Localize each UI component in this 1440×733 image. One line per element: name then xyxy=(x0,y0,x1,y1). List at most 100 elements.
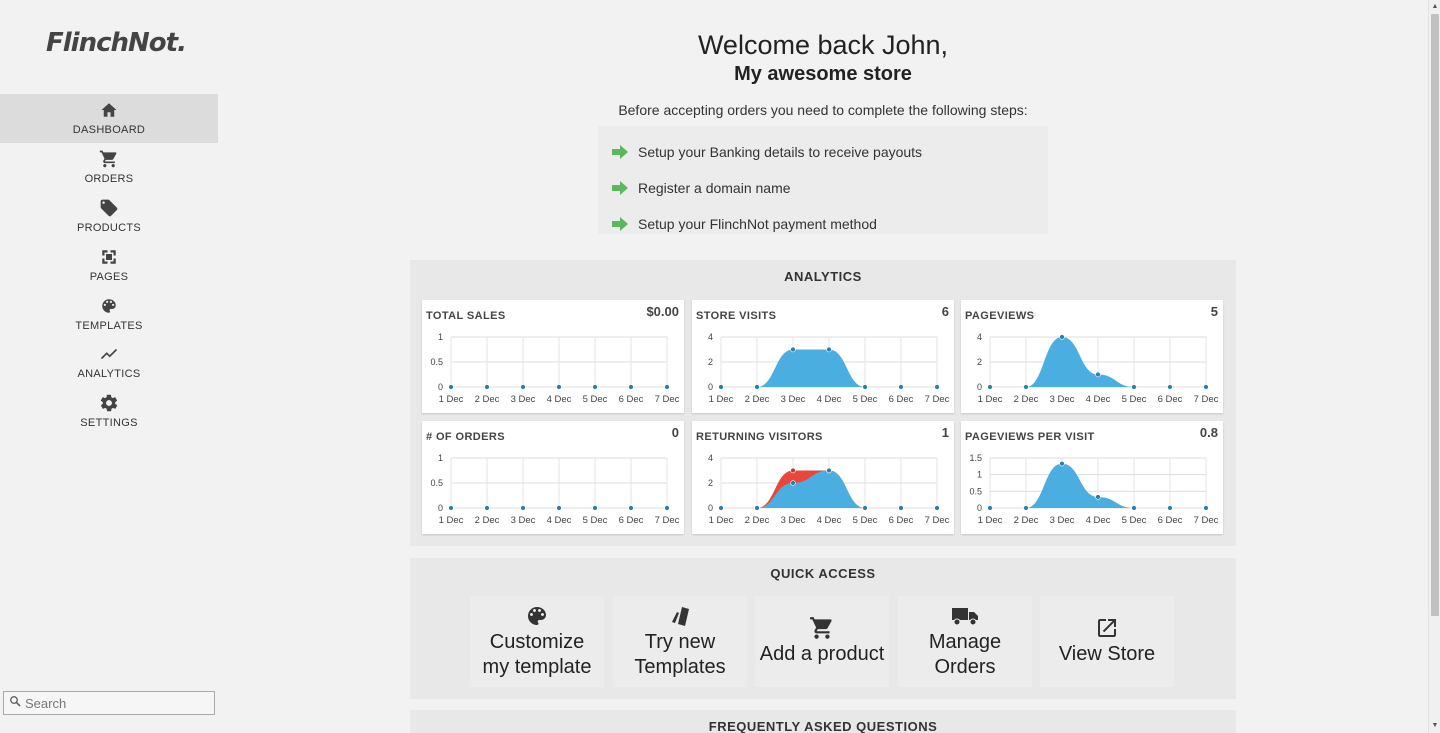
chart-point[interactable] xyxy=(592,505,598,511)
chart-point[interactable] xyxy=(718,384,724,390)
chart-point[interactable] xyxy=(754,384,760,390)
setup-step-domain[interactable]: Register a domain name xyxy=(598,170,1048,206)
chart-point[interactable] xyxy=(1095,494,1101,500)
chart-point[interactable] xyxy=(628,384,634,390)
view-store-button[interactable]: View Store xyxy=(1040,596,1174,687)
sidebar-item-analytics[interactable]: ANALYTICS xyxy=(0,338,218,387)
palette-icon xyxy=(525,604,549,628)
setup-step-payment[interactable]: Setup your FlinchNot payment method xyxy=(598,206,1048,242)
page-scrollbar[interactable]: ▲ ▼ xyxy=(1428,0,1440,733)
chart-title: STORE VISITS xyxy=(696,310,777,322)
y-tick-label: 0 xyxy=(977,382,982,392)
chart-plot: 1 0.5 0 1 Dec 2 Dec 3 Dec 4 Dec 5 Dec 6 Dec 7 Dec xyxy=(430,453,679,526)
x-tick-label: 1 Dec xyxy=(709,394,734,405)
chart-point[interactable] xyxy=(484,384,490,390)
chart-point[interactable] xyxy=(790,467,796,474)
y-tick-label: 0 xyxy=(708,503,713,513)
chart-card[interactable]: TOTAL SALES $0.00 1 0.5 0 1 Dec 2 Dec 3 Dec 4 De… xyxy=(422,300,684,413)
setup-step-banking[interactable]: Setup your Banking details to receive pa… xyxy=(598,134,1048,170)
chart-plot: 1 0.5 0 1 Dec 2 Dec 3 Dec 4 Dec 5 Dec 6 Dec 7 Dec xyxy=(430,332,679,405)
chart-card[interactable]: PAGEVIEWS PER VISIT 0.8 1.5 1 0.5 0 1 Dec 2 Dec… xyxy=(961,421,1223,534)
chart-point[interactable] xyxy=(1059,334,1065,340)
chart-point[interactable] xyxy=(520,384,526,390)
chart-card[interactable]: STORE VISITS 6 4 2 0 1 Dec 2 Dec 3 Dec 4 Dec 5 De… xyxy=(692,300,954,413)
x-tick-label: 6 Dec xyxy=(619,515,644,526)
chart-point[interactable] xyxy=(556,384,562,390)
chart-point[interactable] xyxy=(790,346,796,353)
sidebar-item-pages[interactable]: PAGES xyxy=(0,240,218,289)
sidebar-item-templates[interactable]: TEMPLATES xyxy=(0,289,218,338)
chart-point[interactable] xyxy=(1203,505,1209,511)
setup-steps: Setup your Banking details to receive pa… xyxy=(598,126,1048,234)
sidebar-item-products[interactable]: PRODUCTS xyxy=(0,192,218,241)
chart-point[interactable] xyxy=(1131,505,1137,511)
manage-orders-button[interactable]: Manage Orders xyxy=(898,596,1032,687)
arrow-right-icon xyxy=(612,145,630,159)
welcome-heading: Welcome back John, xyxy=(697,30,949,60)
chart-card[interactable]: RETURNING VISITORS 1 4 2 0 1 Dec 2 Dec 3 Dec 4 D… xyxy=(692,421,954,534)
add-product-button[interactable]: Add a product xyxy=(755,596,889,687)
chart-point[interactable] xyxy=(1059,460,1065,467)
x-tick-label: 3 Dec xyxy=(1050,515,1075,526)
sidebar: FlinchNot. DASHBOARD ORDERS PRODUCTS PAG… xyxy=(0,0,218,733)
chart-point[interactable] xyxy=(448,384,454,390)
chart-point[interactable] xyxy=(862,384,868,390)
sidebar-nav: DASHBOARD ORDERS PRODUCTS PAGES TEMPLATE… xyxy=(0,94,218,436)
chart-area-series xyxy=(990,463,1206,508)
chart-point[interactable] xyxy=(826,346,832,353)
sidebar-item-orders[interactable]: ORDERS xyxy=(0,143,218,192)
search-input[interactable] xyxy=(25,695,205,711)
sidebar-item-dashboard[interactable]: DASHBOARD xyxy=(0,94,218,143)
chart-point[interactable] xyxy=(987,505,993,511)
x-tick-label: 4 Dec xyxy=(547,394,572,405)
quick-access-label: View Store xyxy=(1058,643,1156,665)
chart-card[interactable]: PAGEVIEWS 5 4 2 0 1 Dec 2 Dec 3 Dec 4 Dec 5 Dec 6 … xyxy=(961,300,1223,413)
step-label: Setup your Banking details to receive pa… xyxy=(638,144,923,160)
chart-point[interactable] xyxy=(1131,384,1137,390)
chart-point[interactable] xyxy=(664,505,670,511)
sidebar-item-label: SETTINGS xyxy=(80,417,138,430)
y-tick-label: 4 xyxy=(708,453,713,463)
scroll-up-icon[interactable]: ▲ xyxy=(1431,3,1439,10)
x-tick-label: 3 Dec xyxy=(511,394,536,405)
faq-panel: FREQUENTLY ASKED QUESTIONS xyxy=(410,710,1236,733)
chart-point[interactable] xyxy=(1023,384,1029,390)
trend-icon xyxy=(99,344,119,364)
try-templates-button[interactable]: Try new Templates xyxy=(613,596,747,687)
search-box[interactable] xyxy=(3,691,215,715)
chart-point[interactable] xyxy=(790,480,796,486)
chart-point[interactable] xyxy=(628,505,634,511)
x-tick-label: 2 Dec xyxy=(745,394,770,405)
chart-point[interactable] xyxy=(718,505,724,511)
chart-point[interactable] xyxy=(898,505,904,511)
external-link-icon xyxy=(1095,616,1119,640)
chart-point[interactable] xyxy=(1023,505,1029,511)
x-tick-label: 6 Dec xyxy=(619,394,644,405)
chart-point[interactable] xyxy=(664,384,670,390)
chart-point[interactable] xyxy=(987,384,993,390)
y-tick-label: 4 xyxy=(977,332,982,342)
scroll-down-icon[interactable]: ▼ xyxy=(1431,722,1439,729)
chart-point[interactable] xyxy=(520,505,526,511)
chart-point[interactable] xyxy=(754,505,760,511)
chart-point[interactable] xyxy=(826,467,832,474)
chart-point[interactable] xyxy=(934,505,940,511)
chart-point[interactable] xyxy=(934,384,940,390)
scroll-thumb[interactable] xyxy=(1431,14,1439,616)
chart-point[interactable] xyxy=(862,505,868,511)
brand-logo[interactable]: FlinchNot. xyxy=(46,28,187,58)
chart-total-value: $0.00 xyxy=(646,304,679,319)
chart-point[interactable] xyxy=(1167,384,1173,390)
chart-point[interactable] xyxy=(448,505,454,511)
chart-point[interactable] xyxy=(1167,505,1173,511)
chart-point[interactable] xyxy=(592,384,598,390)
chart-point[interactable] xyxy=(556,505,562,511)
sidebar-item-settings[interactable]: SETTINGS xyxy=(0,387,218,436)
chart-card[interactable]: # OF ORDERS 0 1 0.5 0 1 Dec 2 Dec 3 Dec 4 Dec 5 D… xyxy=(422,421,684,534)
customize-template-button[interactable]: Customize my template xyxy=(470,596,604,687)
chart-point[interactable] xyxy=(1203,384,1209,390)
chart-point[interactable] xyxy=(1095,371,1101,378)
chart-point[interactable] xyxy=(898,384,904,390)
chart-point[interactable] xyxy=(484,505,490,511)
sidebar-item-label: ORDERS xyxy=(84,173,134,186)
